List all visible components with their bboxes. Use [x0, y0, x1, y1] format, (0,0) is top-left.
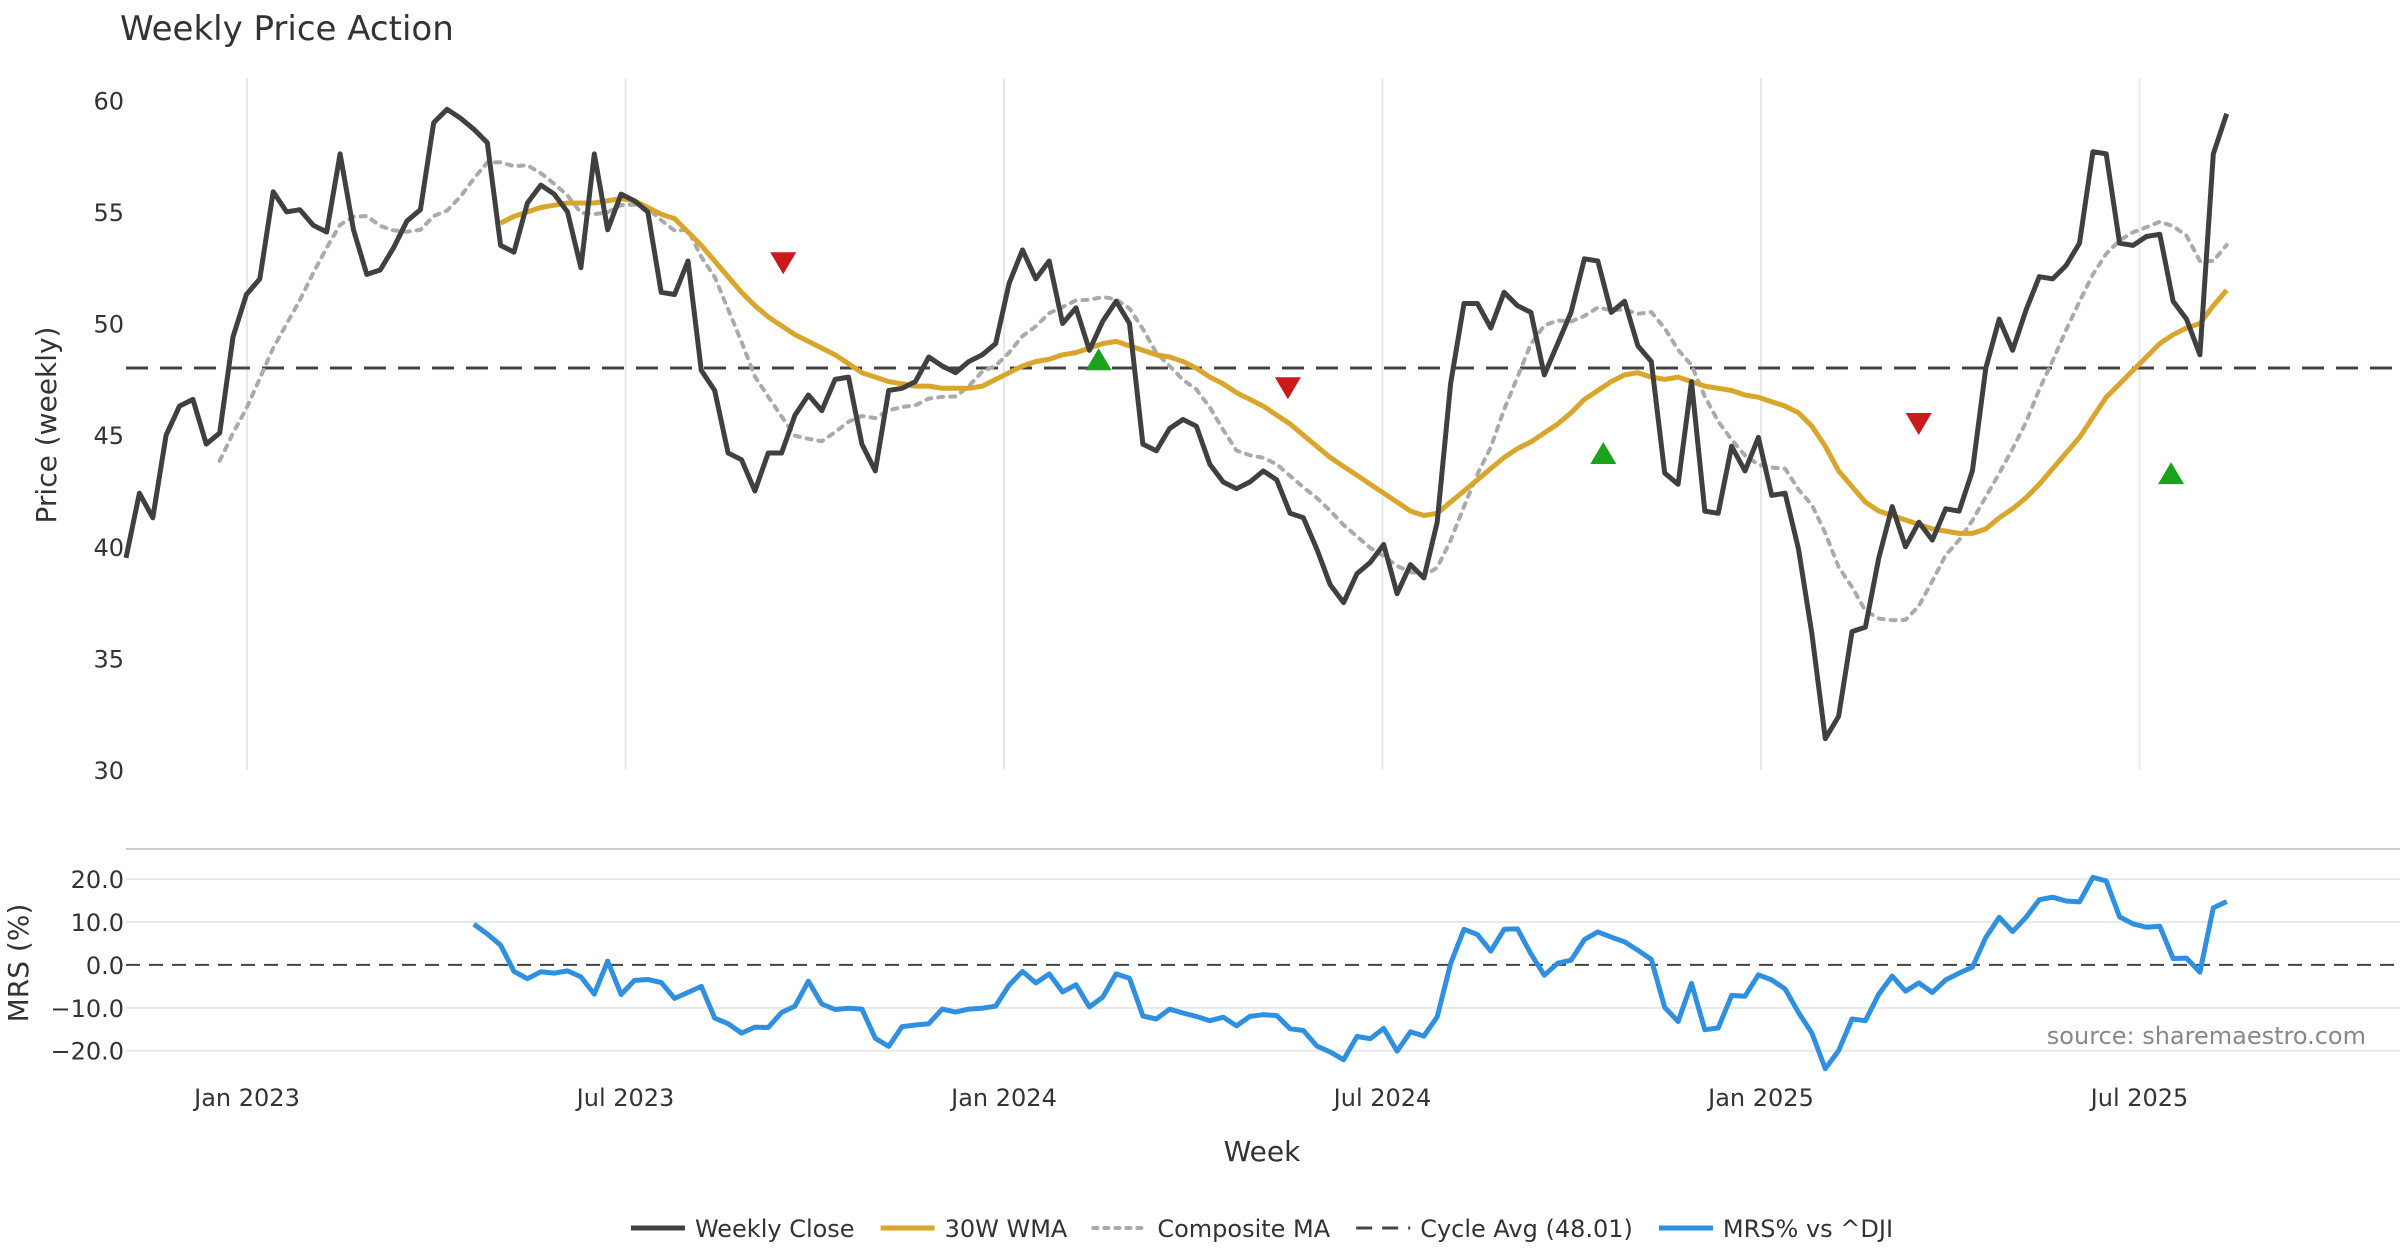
price-y-tick: 50: [93, 311, 124, 339]
legend-item: Weekly Close: [630, 1215, 855, 1243]
signal-markers: [770, 252, 2185, 485]
x-tick-label: Jan 2025: [1706, 1084, 1814, 1112]
price-y-axis-label: Price (weekly): [30, 327, 63, 524]
x-axis-label: Week: [1224, 1135, 1301, 1168]
legend-label: Cycle Avg (48.01): [1420, 1215, 1633, 1243]
legend-label: MRS% vs ^DJI: [1723, 1215, 1893, 1243]
buy-signal-marker: [1590, 442, 1617, 465]
x-tick-label: Jul 2024: [1332, 1084, 1432, 1112]
source-label: source: sharemaestro.com: [2047, 1022, 2366, 1050]
buy-signal-marker: [2158, 462, 2185, 485]
x-tick-label: Jul 2023: [575, 1084, 675, 1112]
composite-ma-line: [217, 160, 2229, 623]
chart-title: Weekly Price Action: [120, 9, 454, 49]
legend-item: 30W WMA: [880, 1215, 1068, 1243]
legend: Weekly Close 30W WMA Composite MA Cycle Avg…: [630, 1215, 1893, 1243]
legend-item: Cycle Avg (48.01): [1356, 1215, 1633, 1243]
mrs-y-tick: −10.0: [50, 995, 124, 1023]
x-tick-label: Jan 2024: [949, 1084, 1057, 1112]
legend-label: Weekly Close: [695, 1215, 855, 1243]
mrs-y-tick: −20.0: [50, 1038, 124, 1066]
grid-lines: [126, 78, 2400, 1052]
x-tick-label: Jan 2023: [192, 1084, 300, 1112]
mrs-y-axis-label: MRS (%): [2, 904, 35, 1023]
price-y-tick: 60: [93, 87, 124, 115]
legend-item: Composite MA: [1091, 1215, 1331, 1243]
price-y-tick: 35: [93, 645, 124, 673]
price-y-tick: 40: [93, 534, 124, 562]
sell-signal-marker: [1274, 377, 1301, 400]
buy-signal-marker: [1085, 348, 1112, 371]
price-y-tick: 30: [93, 757, 124, 785]
sell-signal-marker: [770, 252, 797, 275]
price-y-ticks: 30 35 40 45 50 55 60: [93, 87, 124, 785]
legend-item: MRS% vs ^DJI: [1658, 1215, 1893, 1243]
mrs-y-tick: 20.0: [71, 866, 124, 894]
x-tick-labels: Jan 2023 Jul 2023 Jan 2024 Jul 2024 Jan 2025…: [192, 1084, 2188, 1112]
mrs-y-tick: 0.0: [86, 952, 124, 980]
x-tick-label: Jul 2025: [2089, 1084, 2189, 1112]
mrs-y-tick: 10.0: [71, 909, 124, 937]
mrs-line: [472, 874, 2228, 1072]
price-y-tick: 55: [93, 199, 124, 227]
legend-label: Composite MA: [1157, 1215, 1330, 1243]
price-y-tick: 45: [93, 422, 124, 450]
legend-label: 30W WMA: [945, 1215, 1068, 1243]
mrs-y-ticks: −20.0 −10.0 0.0 10.0 20.0: [50, 866, 124, 1066]
sell-signal-marker: [1905, 413, 1932, 435]
weekly-close-line: [123, 106, 2230, 742]
